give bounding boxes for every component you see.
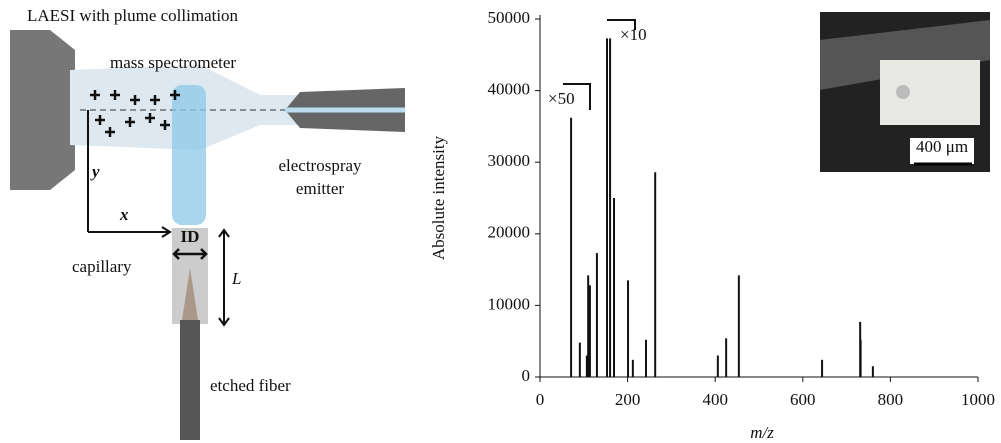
x-tick-label: 400 <box>702 390 728 409</box>
label: etched fiber <box>210 376 291 395</box>
inset-detail <box>820 20 990 90</box>
annotation: ×10 <box>620 25 647 44</box>
label: emitter <box>296 179 344 198</box>
scale-label: 400 μm <box>916 137 968 156</box>
plume-column <box>172 85 206 225</box>
x-axis-title: m/z <box>750 423 774 442</box>
y-tick-label: 40000 <box>488 80 531 99</box>
inset-spot <box>896 85 910 99</box>
label: ID <box>181 227 200 246</box>
label: y <box>90 162 100 181</box>
plume <box>70 65 400 150</box>
x-tick-label: 600 <box>790 390 816 409</box>
label: x <box>119 205 129 224</box>
y-tick-label: 20000 <box>488 223 531 242</box>
x-tick-label: 1000 <box>961 390 995 409</box>
length-arrow <box>218 228 230 327</box>
diagram: LAESI with plume collimation mass spectr… <box>10 6 405 440</box>
ms-inlet <box>10 30 75 190</box>
x-distance <box>88 226 172 238</box>
annotation: ×50 <box>548 89 575 108</box>
annotation-bracket <box>607 19 636 30</box>
y-axis-title: Absolute intensity <box>429 135 448 260</box>
y-tick-label: 10000 <box>488 294 531 313</box>
inset-label-bg <box>910 138 974 164</box>
diagram-title: LAESI with plume collimation <box>27 6 239 25</box>
id-arrow <box>172 248 208 260</box>
y-tick-label: 50000 <box>488 8 531 27</box>
y-tick-label: 0 <box>522 366 531 385</box>
label: capillary <box>72 257 132 276</box>
ions <box>90 90 180 137</box>
x-tick-label: 800 <box>878 390 904 409</box>
inset-capillary <box>880 60 980 125</box>
x-tick-label: 200 <box>615 390 641 409</box>
x-tick-label: 0 <box>536 390 545 409</box>
fiber-tip <box>182 268 198 320</box>
fiber-shaft <box>180 320 200 440</box>
label: L <box>231 269 241 288</box>
annotation-bracket <box>563 83 591 110</box>
y-tick-label: 30000 <box>488 151 531 170</box>
label: mass spectrometer <box>110 53 236 72</box>
label: electrospray <box>278 156 362 175</box>
